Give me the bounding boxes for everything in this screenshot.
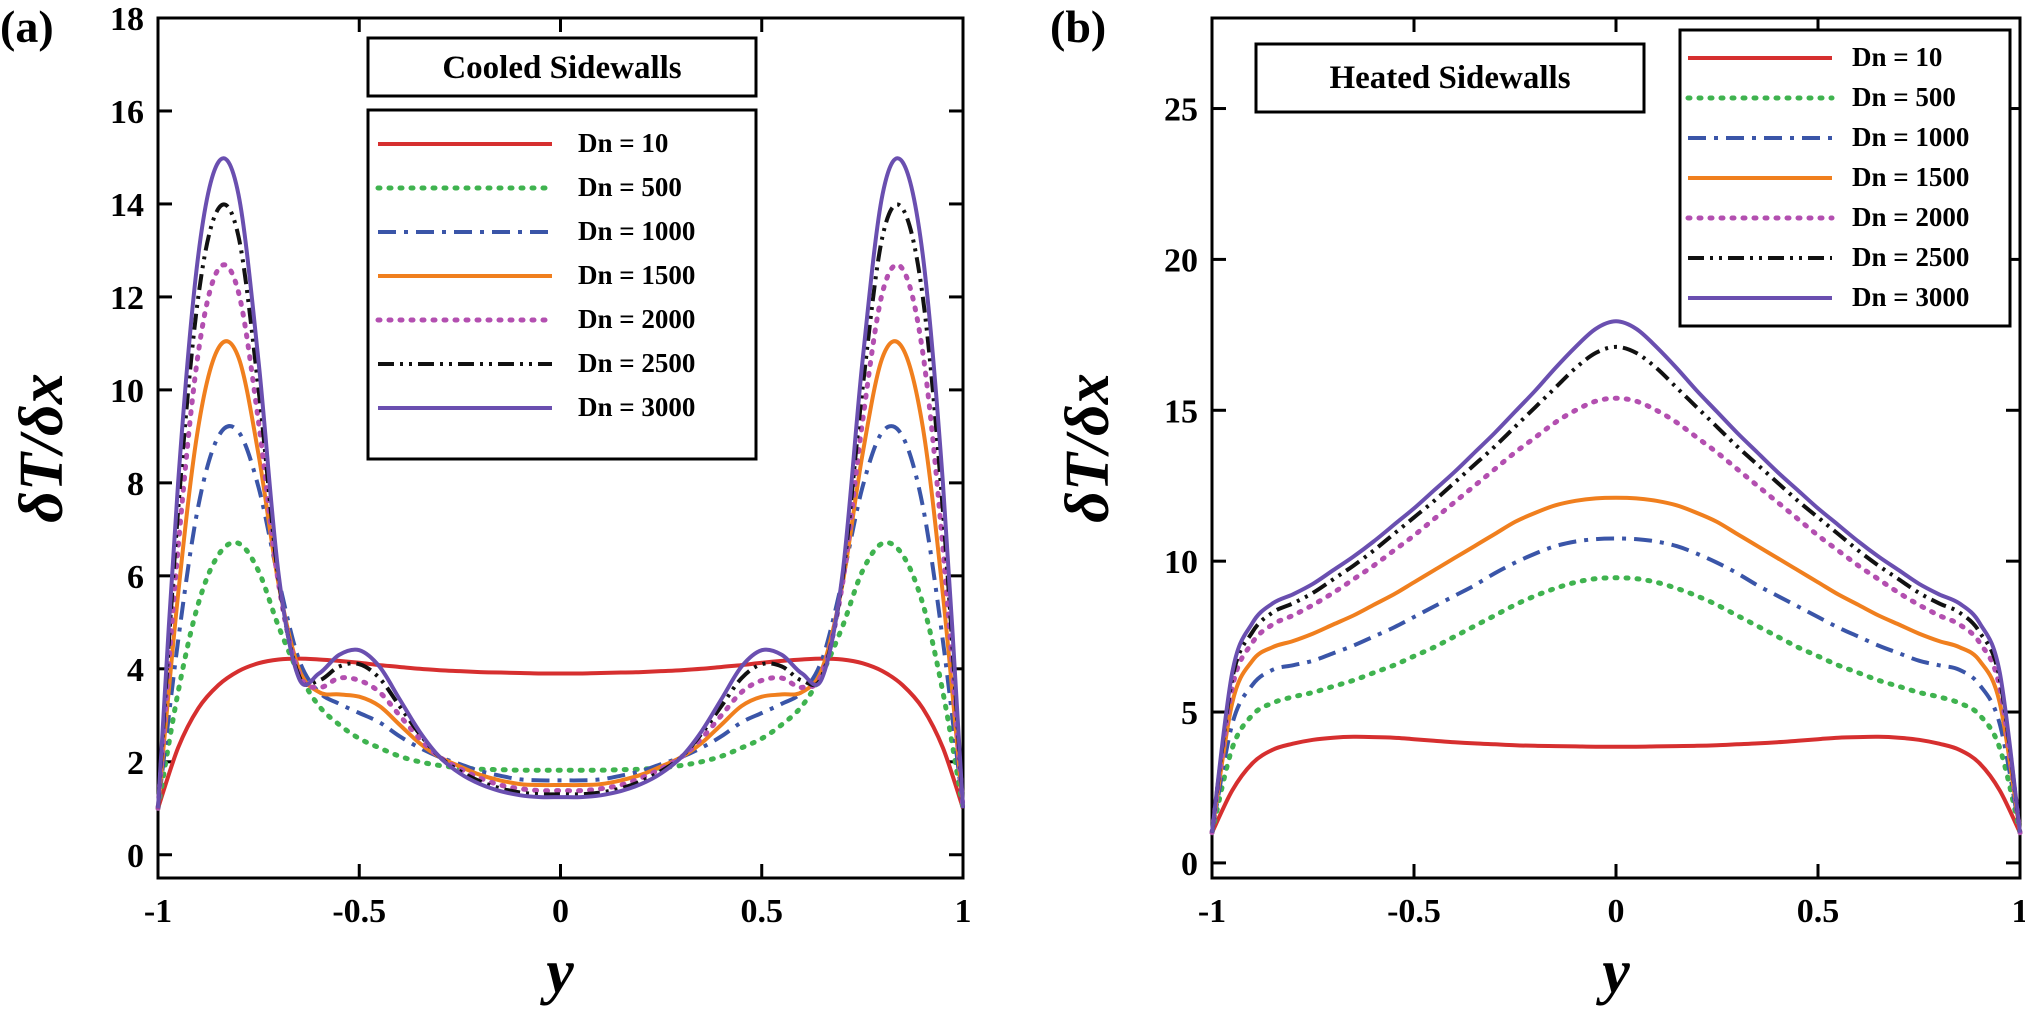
panel-a-y-tick-label: 4: [127, 652, 144, 689]
panel-a-legend-label: Dn = 1500: [578, 260, 695, 290]
panel-a-x-tick-label: 0.5: [741, 893, 784, 930]
panel-a-legend-label: Dn = 1000: [578, 216, 695, 246]
panel-b-legend-label: Dn = 1500: [1852, 162, 1969, 192]
panel-a-legend-label: Dn = 10: [578, 128, 668, 158]
panel-b-y-tick-label: 10: [1164, 544, 1198, 581]
panel-b-y-tick-label: 15: [1164, 393, 1198, 430]
panel-a-y-tick-label: 16: [110, 94, 144, 131]
panel-b-x-tick-label: 0: [1608, 893, 1625, 930]
panel-b-legend-label: Dn = 2000: [1852, 202, 1969, 232]
panel-a-y-tick-label: 2: [127, 745, 144, 782]
panel-b-legend-label: Dn = 10: [1852, 42, 1942, 72]
panel-a-series-line: [156, 156, 965, 809]
panel-b-series-line: [1209, 395, 2023, 836]
panel-a-series-line: [155, 540, 966, 811]
panel-b-x-ticks: -1 -0.5 0 0.5 1: [1198, 18, 2025, 930]
panel-b-legend: Dn = 10 Dn = 500 Dn = 1000 Dn = 1500 Dn = 20…: [1678, 28, 2012, 328]
panel-a-y-tick-label: 0: [127, 838, 144, 875]
panel-a-x-tick-label: 0: [552, 893, 569, 930]
panel-a-legend: Dn = 10 Dn = 500 Dn = 1000 Dn = 1500 Dn = 20…: [366, 108, 758, 461]
panel-a-y-tick-label: 6: [127, 559, 144, 596]
panel-b-y-tick-label: 25: [1164, 92, 1198, 129]
panel-a-title-frame: [366, 36, 758, 98]
panel-b-x-axis-label: y: [1595, 938, 1630, 1006]
panel-a-legend-label: Dn = 500: [578, 172, 682, 202]
panel-a-x-tick-label: -0.5: [332, 893, 386, 930]
panel-a-legend-frame: [366, 108, 758, 461]
panel-b: (b) -1 -0.5 0 0.5 1 0 5 10 15 20 25 y δT/δx Heate…: [1050, 1, 2025, 1006]
panel-a-x-tick-label: -1: [144, 893, 172, 930]
panel-b-series: [1209, 319, 2023, 836]
panel-a-series-line: [156, 202, 965, 809]
panel-b-series-line: [1210, 319, 2022, 833]
panel-a-y-tick-label: 14: [110, 187, 144, 224]
panel-a-series-line: [156, 424, 965, 809]
panel-a-x-tick-label: 1: [955, 893, 972, 930]
panel-b-y-tick-label: 20: [1164, 242, 1198, 279]
panel-a-y-tick-label: 8: [127, 466, 144, 503]
panel-b-x-tick-label: 0.5: [1797, 893, 1840, 930]
panel-a-y-ticks: 0 2 4 6 8 10 12 14 16 18: [110, 1, 963, 875]
panel-b-series-line: [1210, 344, 2022, 833]
panel-b-label: (b): [1050, 1, 1106, 52]
panel-b-series-line: [1210, 734, 2022, 834]
panel-b-y-tick-label: 0: [1181, 846, 1198, 883]
panel-a-legend-items: Dn = 10 Dn = 500 Dn = 1000 Dn = 1500 Dn = 20…: [375, 128, 695, 422]
panel-b-series-line: [1210, 495, 2022, 834]
panel-b-legend-label: Dn = 1000: [1852, 122, 1969, 152]
panel-b-title-box: Heated Sidewalls: [1254, 42, 1646, 114]
panel-a-y-tick-label: 18: [110, 1, 144, 38]
panel-a-x-ticks: -1 -0.5 0 0.5 1: [144, 18, 972, 930]
panel-a-x-axis-label: y: [539, 938, 574, 1006]
panel-b-x-tick-label: -0.5: [1387, 893, 1441, 930]
panel-a-series: [155, 156, 966, 811]
panel-b-x-tick-label: 1: [2012, 893, 2025, 930]
panel-a-title: Cooled Sidewalls: [442, 50, 681, 86]
panel-b-legend-label: Dn = 3000: [1852, 282, 1969, 312]
panel-b-legend-label: Dn = 500: [1852, 82, 1956, 112]
panel-a-label: (a): [0, 1, 54, 52]
panel-a-legend-label: Dn = 2000: [578, 304, 695, 334]
panel-b-title: Heated Sidewalls: [1329, 60, 1570, 96]
panel-b-y-axis-label: δT/δx: [1054, 373, 1122, 523]
panel-a-title-box: Cooled Sidewalls: [366, 36, 758, 98]
panel-b-y-tick-label: 5: [1181, 695, 1198, 732]
panel-a-y-axis-label: δT/δx: [8, 373, 76, 523]
panel-a-y-tick-label: 12: [110, 280, 144, 317]
panel-a-y-tick-label: 10: [110, 373, 144, 410]
panel-b-legend-items: Dn = 10 Dn = 500 Dn = 1000 Dn = 1500 Dn = 20…: [1685, 42, 1969, 312]
panel-b-y-ticks: 0 5 10 15 20 25: [1164, 92, 2020, 883]
panel-a-legend-label: Dn = 3000: [578, 392, 695, 422]
panel-b-series-line: [1210, 536, 2022, 834]
panel-b-x-tick-label: -1: [1198, 893, 1226, 930]
panel-a-legend-label: Dn = 2500: [578, 348, 695, 378]
panel-b-title-frame: [1254, 42, 1646, 114]
panel-a-series-line: [155, 262, 966, 811]
panel-b-series-line: [1209, 575, 2023, 836]
panel-b-legend-label: Dn = 2500: [1852, 242, 1969, 272]
